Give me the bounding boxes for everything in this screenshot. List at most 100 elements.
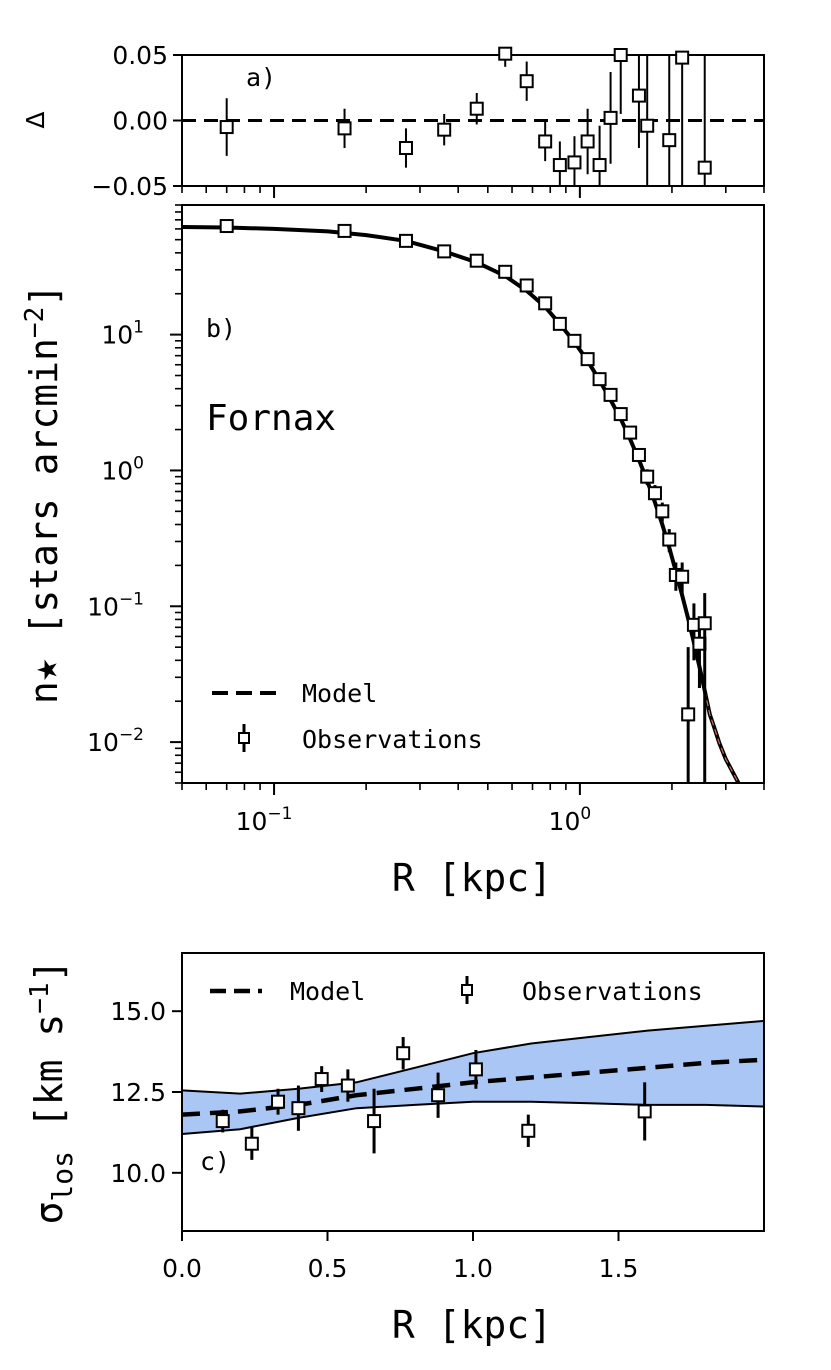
density-observations (219, 219, 712, 783)
legend-obs-label: Observations (302, 725, 483, 754)
residual-ytick-label: 0.05 (112, 41, 168, 70)
dispersion-point (215, 1114, 230, 1129)
dispersion-ylabel-unit: [km s (27, 1014, 71, 1151)
residual-point (519, 74, 534, 89)
density-axes-frame (181, 204, 765, 784)
residual-point (662, 133, 677, 148)
residual-point (219, 120, 234, 135)
residual-ticks: 0.05 0.00 −0.05 (91, 41, 765, 201)
density-model-dashed (704, 690, 740, 784)
density-ytick-exp: 1 (133, 318, 144, 338)
residual-point (469, 101, 484, 116)
residual-point (697, 160, 712, 175)
dispersion-xtick-label: 0.0 (162, 1254, 202, 1283)
density-legend: Model Observations (212, 679, 483, 754)
density-point (437, 244, 452, 259)
density-ylabel-text: n★ [stars arcmin (22, 338, 66, 704)
density-ytick-exp: 0 (133, 453, 144, 473)
dispersion-point (468, 1062, 483, 1077)
band-lower-edge (181, 1100, 765, 1135)
density-ytick-label: 100 (101, 453, 144, 485)
residual-point (631, 88, 646, 103)
dispersion-ylabel: σlos [km s−1] (25, 960, 79, 1225)
residual-point (552, 158, 567, 173)
dispersion-point (271, 1094, 286, 1109)
residual-point (613, 48, 628, 62)
legend-c-obs-swatch (461, 976, 473, 1004)
density-ytick-label: 10−2 (87, 725, 144, 757)
dispersion-point (396, 1046, 411, 1061)
model-confidence-band (182, 1020, 764, 1134)
residual-point (603, 110, 618, 125)
density-ytick-base: 10 (87, 592, 119, 621)
density-ytick-exp: −1 (119, 589, 144, 609)
density-ytick-label: 10−1 (87, 589, 144, 621)
residual-point (640, 118, 655, 133)
density-point (337, 223, 352, 238)
dispersion-ylabel-sub: los (46, 1151, 79, 1202)
density-xtick-base: 10 (236, 807, 268, 836)
dispersion-ylabel-sup: −1 (25, 982, 55, 1013)
dispersion-xlabel: R [kpc] (392, 1303, 552, 1347)
density-point (219, 219, 234, 234)
density-xtick-label: 100 (549, 804, 592, 836)
residual-observations (219, 46, 712, 186)
panel-b-label: b) (206, 314, 236, 343)
dispersion-ylabel-sigma: σ (27, 1202, 71, 1225)
density-point (552, 316, 567, 331)
residual-point (580, 134, 595, 149)
dispersion-panel: 0.0 0.5 1.0 1.5 10.0 12.5 15.0 c) Model Observ… (25, 952, 765, 1347)
density-ytick-base: 10 (101, 456, 133, 485)
residual-ytick-label: −0.05 (91, 172, 168, 201)
dispersion-point (291, 1101, 306, 1116)
galaxy-name: Fornax (206, 398, 336, 439)
density-point (681, 707, 696, 722)
density-point (697, 616, 712, 631)
residual-ylabel: Δ (21, 111, 50, 128)
density-xtick-label: 10−1 (236, 804, 293, 836)
dispersion-xtick-label: 0.5 (308, 1254, 348, 1283)
density-point (469, 253, 484, 268)
density-point (647, 486, 662, 501)
panel-c-label: c) (200, 1147, 230, 1176)
density-model-curve (181, 225, 741, 784)
residual-point (337, 121, 352, 136)
density-point (498, 264, 513, 279)
residual-point (398, 141, 413, 156)
legend-obs-swatch (238, 724, 250, 752)
density-point (662, 532, 677, 547)
density-point (580, 352, 595, 367)
dispersion-point (340, 1078, 355, 1093)
legend-model-label: Model (302, 679, 377, 708)
density-point (603, 387, 618, 402)
dispersion-ytick-label: 15.0 (110, 997, 166, 1026)
residual-panel: 0.05 0.00 −0.05 a) Δ (21, 41, 765, 201)
density-point (519, 278, 534, 293)
density-xtick-base: 10 (549, 807, 581, 836)
dispersion-point (637, 1104, 652, 1119)
density-xtick-exp: 0 (580, 804, 591, 824)
density-point (398, 233, 413, 248)
density-point (567, 333, 582, 348)
density-point (623, 425, 638, 440)
dispersion-xtick-label: 1.0 (453, 1254, 493, 1283)
density-point (675, 569, 690, 584)
density-point (592, 372, 607, 387)
density-ylabel: n★ [stars arcmin−2] (20, 284, 66, 704)
residual-point (567, 155, 582, 170)
density-xtick-exp: −1 (267, 804, 292, 824)
density-xlabel: R [kpc] (392, 856, 552, 900)
dispersion-legend: Model Observations (210, 976, 703, 1006)
density-ytick-exp: −2 (119, 725, 144, 745)
density-point (631, 447, 646, 462)
dispersion-ytick-label: 10.0 (110, 1159, 166, 1188)
dispersion-point (521, 1123, 536, 1138)
residual-point (675, 50, 690, 65)
dispersion-observations (215, 1037, 652, 1160)
density-ytick-label: 101 (101, 318, 144, 350)
density-ytick-base: 10 (101, 321, 133, 350)
residual-point (538, 134, 553, 149)
residual-point (498, 46, 513, 61)
density-point (640, 469, 655, 484)
